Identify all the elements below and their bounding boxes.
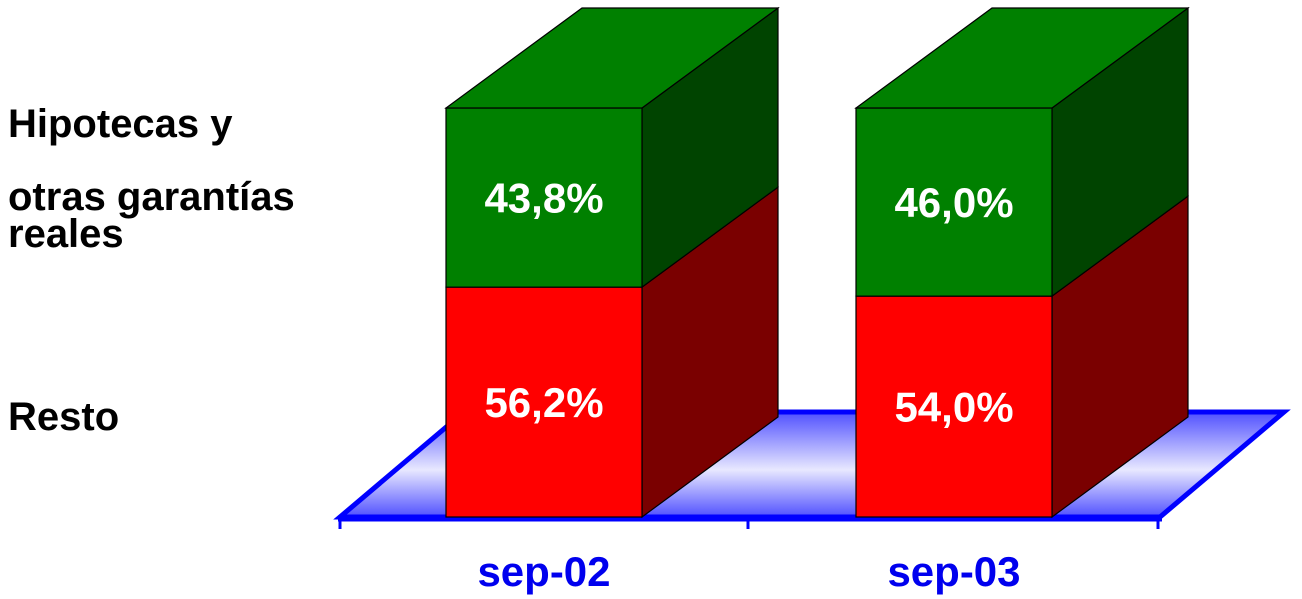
data-label-sep-02-1: 43,8%: [484, 175, 603, 222]
data-label-sep-03-0: 54,0%: [894, 384, 1013, 431]
bar-segment-sep-02-1: [445, 107, 643, 288]
legend-label-hipotecas-line2: otras garantías: [8, 175, 295, 219]
bar-top-sep-02: [444, 7, 780, 109]
legend-label-hipotecas-line3: reales: [8, 212, 124, 256]
bar-segment-sep-03-0: [855, 295, 1053, 518]
data-label-sep-02-0: 56,2%: [484, 379, 603, 426]
x-tick-label-sep-03: sep-03: [887, 548, 1020, 595]
bar-segment-sep-02-0: [445, 286, 643, 518]
bar-top-sep-03: [854, 7, 1190, 109]
data-label-sep-03-1: 46,0%: [894, 179, 1013, 226]
legend-label-hipotecas-line1: Hipotecas y: [8, 102, 233, 146]
legend-label-resto: Resto: [8, 395, 120, 439]
x-tick-label-sep-02: sep-02: [477, 548, 610, 595]
